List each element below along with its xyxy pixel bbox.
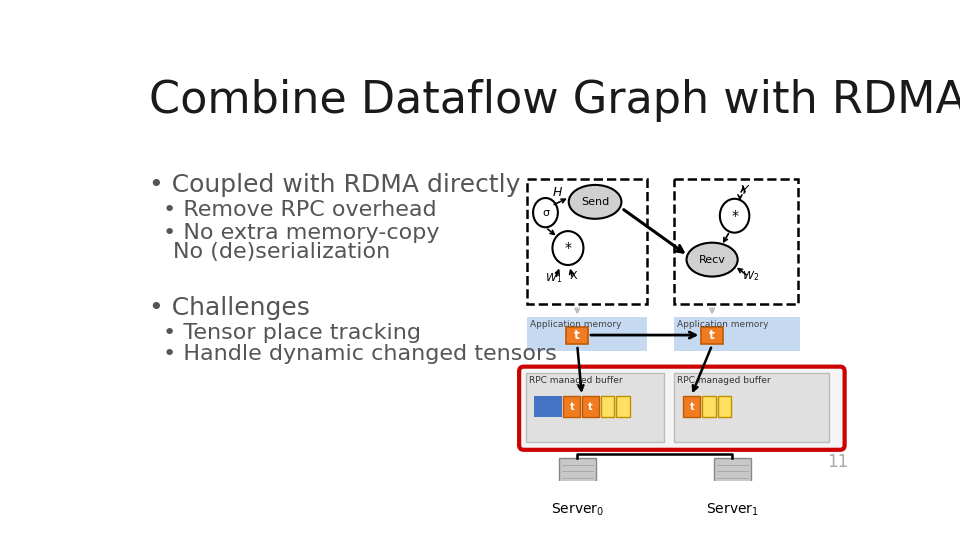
FancyBboxPatch shape xyxy=(674,373,829,442)
FancyBboxPatch shape xyxy=(519,367,845,450)
Text: $Y$: $Y$ xyxy=(740,184,751,197)
Ellipse shape xyxy=(686,242,737,276)
FancyBboxPatch shape xyxy=(564,396,581,417)
FancyBboxPatch shape xyxy=(601,396,614,417)
Text: • Tensor place tracking: • Tensor place tracking xyxy=(162,323,420,343)
Text: • Remove RPC overhead: • Remove RPC overhead xyxy=(162,200,436,220)
Text: σ: σ xyxy=(542,208,549,218)
FancyBboxPatch shape xyxy=(616,396,630,417)
FancyBboxPatch shape xyxy=(715,497,750,502)
FancyBboxPatch shape xyxy=(702,396,716,417)
FancyBboxPatch shape xyxy=(561,497,594,502)
Text: $\mathrm{Server}_1$: $\mathrm{Server}_1$ xyxy=(706,502,758,518)
FancyBboxPatch shape xyxy=(674,318,800,351)
Text: X: X xyxy=(569,271,577,281)
Text: Recv: Recv xyxy=(699,255,726,265)
Text: RPC managed buffer: RPC managed buffer xyxy=(529,376,623,385)
Text: t: t xyxy=(689,402,694,411)
Text: t: t xyxy=(574,328,580,342)
Text: No (de)serialization: No (de)serialization xyxy=(173,242,390,262)
Text: • Coupled with RDMA directly: • Coupled with RDMA directly xyxy=(150,173,521,197)
Text: Combine Dataflow Graph with RDMA: Combine Dataflow Graph with RDMA xyxy=(150,79,960,122)
FancyBboxPatch shape xyxy=(582,396,599,417)
FancyBboxPatch shape xyxy=(720,490,745,497)
Text: $W_2$: $W_2$ xyxy=(741,269,758,282)
Text: Application memory: Application memory xyxy=(530,320,621,329)
FancyBboxPatch shape xyxy=(564,490,589,497)
Ellipse shape xyxy=(720,199,750,233)
FancyBboxPatch shape xyxy=(559,457,596,490)
FancyBboxPatch shape xyxy=(566,327,588,343)
FancyBboxPatch shape xyxy=(713,457,751,490)
FancyBboxPatch shape xyxy=(717,396,732,417)
Text: $\mathrm{Server}_0$: $\mathrm{Server}_0$ xyxy=(551,502,604,518)
Text: t: t xyxy=(709,328,715,342)
Text: • Challenges: • Challenges xyxy=(150,296,310,320)
Text: *: * xyxy=(564,241,571,255)
FancyBboxPatch shape xyxy=(684,396,701,417)
FancyBboxPatch shape xyxy=(527,318,647,351)
Ellipse shape xyxy=(552,231,584,265)
Text: $H$: $H$ xyxy=(552,186,563,199)
Text: $W_1$: $W_1$ xyxy=(544,271,562,285)
FancyBboxPatch shape xyxy=(701,327,723,343)
Ellipse shape xyxy=(568,185,621,219)
FancyBboxPatch shape xyxy=(534,396,562,417)
Text: Send: Send xyxy=(581,197,610,207)
Ellipse shape xyxy=(533,198,558,227)
Text: t: t xyxy=(569,402,574,411)
Text: 11: 11 xyxy=(828,454,849,471)
Text: RPC managed buffer: RPC managed buffer xyxy=(677,376,771,385)
Text: t: t xyxy=(588,402,592,411)
Text: • Handle dynamic changed tensors: • Handle dynamic changed tensors xyxy=(162,343,557,363)
Text: Application memory: Application memory xyxy=(677,320,769,329)
Text: *: * xyxy=(732,209,738,222)
FancyBboxPatch shape xyxy=(526,373,664,442)
Text: • No extra memory-copy: • No extra memory-copy xyxy=(162,222,439,242)
